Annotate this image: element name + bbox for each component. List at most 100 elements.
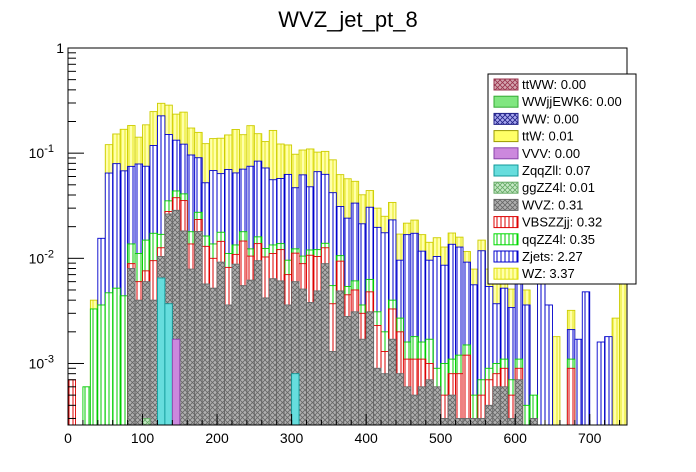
x-tick-label: 0 [64,430,72,446]
legend-entry: VVV: 0.00 [493,146,580,161]
bar-zjets [581,291,591,425]
bar-wvz [417,386,427,425]
legend-swatch [493,181,519,194]
bar-wvz [209,287,218,425]
bar-wvz [492,386,501,425]
bars-layer [68,102,627,425]
bar-wvz [261,297,270,425]
legend-entry: ggZZ4l: 0.01 [493,180,595,195]
bar-wvz [186,268,196,425]
bar-wvz [335,290,345,425]
legend-swatch [493,267,519,280]
legend-swatch [493,250,519,263]
legend-entry: WW: 0.00 [493,111,579,126]
legend-label: ggZZ4l: 0.01 [522,180,595,195]
bar-vbszzjj [566,367,576,425]
legend-label: WZ: 3.37 [522,266,575,281]
bar-qqzz4l [119,295,129,425]
bar-wvz [149,299,158,425]
bar-wvz [425,379,434,425]
legend-label: WWjjEWK6: 0.00 [522,94,622,109]
series-vvv [171,338,181,425]
bar-wvz [455,418,464,425]
bar-wvz [410,394,419,425]
bar-wvz [514,379,524,425]
bar-wvz [298,288,307,425]
legend-label: WVZ: 0.31 [522,197,583,212]
bar-qqzz4l [89,308,99,425]
y-tick-label: 10-3 [29,353,54,371]
bar-wvz [194,231,203,425]
bar-wvz [142,281,151,425]
legend: ttWW: 0.00 WWjjEWK6: 0.00 WW: 0.00 ttW: 0.0… [487,73,637,285]
axis-layer: 0 100 200 300 400 500 600 700 10-3 10-2 10-1 1 [29,40,621,446]
y-tick-label: 10-2 [29,248,54,266]
chart-title: WVZ_jet_pt_8 [278,7,417,32]
series-ggzz4l [142,418,151,425]
bar-wvz [470,418,479,425]
bar-zjets [544,304,553,425]
bar-wvz [432,386,442,425]
bar-wz [552,336,561,425]
bar-wvz [507,418,516,425]
bar-zqqzll [291,373,300,425]
bar-zjets [574,338,583,425]
legend-entry: WZ: 3.37 [493,266,575,281]
bar-zjets [604,336,613,425]
bar-wvz [358,338,367,425]
legend-entry: ttWW: 0.00 [493,77,586,92]
legend-swatch [493,198,519,211]
x-tick-label: 500 [429,430,453,446]
bar-wvz [477,418,486,425]
bar-wvz [246,279,255,425]
legend-label: VBSZZjj: 0.32 [522,215,602,230]
bar-qqzz4l [97,304,106,425]
bar-zjets [537,281,546,425]
x-tick-label: 300 [280,430,304,446]
bar-qqzz4l [104,292,114,425]
bar-wvz [343,316,352,425]
bar-wvz [231,263,240,425]
legend-swatch [493,233,519,246]
x-tick-label: 200 [205,430,229,446]
bar-wvz [216,261,225,425]
legend-label: ttW: 0.01 [522,129,574,144]
bar-zjets [596,341,606,425]
legend-entry: WWjjEWK6: 0.00 [493,94,622,109]
legend-entry: WVZ: 0.31 [493,197,583,212]
bar-wvz [276,280,285,425]
legend-swatch [493,216,519,229]
bar-wvz [238,285,248,425]
bar-qqzz4l [112,287,121,425]
bar-wvz [395,373,404,425]
series-wvz [127,209,539,425]
x-tick-label: 600 [504,430,528,446]
bar-wvz [402,386,412,425]
y-tick-label: 1 [56,40,64,56]
bar-ggzz4l [142,418,151,425]
bar-wvz [201,283,211,425]
legend-label: VVV: 0.00 [522,146,580,161]
legend-entry: ZqqZll: 0.07 [493,163,591,178]
legend-label: ZqqZll: 0.07 [522,163,591,178]
legend-swatch [493,130,519,143]
bar-vbszzjj [455,373,464,425]
bar-qqzz4l [82,386,91,425]
x-tick-label: 700 [578,430,602,446]
legend-box [487,73,637,285]
legend-swatch [493,147,519,160]
bar-wvz [224,304,233,425]
bar-wvz [365,311,375,425]
bar-qqzz4l [522,404,531,425]
bar-wvz [253,260,263,425]
legend-entry: ttW: 0.01 [493,129,574,144]
x-tick-label: 100 [131,430,155,446]
legend-label: ttWW: 0.00 [522,77,586,92]
bar-wvz [484,404,494,425]
bar-wvz [350,311,360,425]
bar-wz [611,317,620,425]
legend-swatch [493,112,519,125]
legend-label: WW: 0.00 [522,111,579,126]
bar-zqqzll [164,303,173,425]
